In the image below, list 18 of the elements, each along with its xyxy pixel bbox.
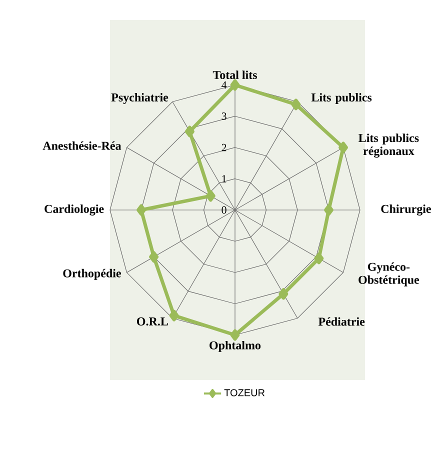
spoke-label: Pédiatrie bbox=[318, 317, 365, 326]
spoke-label: Ophtalmo bbox=[210, 340, 261, 352]
spoke-label: Cardiologie bbox=[44, 204, 104, 216]
legend-label: TOZEUR bbox=[224, 389, 265, 396]
spoke-label: O.R.L bbox=[137, 317, 168, 326]
spoke-label: Chirurgie bbox=[381, 204, 431, 216]
spoke-label: Gynéco-Obstétrique bbox=[358, 262, 420, 286]
spoke-label: Total lits bbox=[212, 70, 257, 80]
y-tick-label: 2 bbox=[222, 144, 226, 152]
y-tick-label: 3 bbox=[222, 112, 226, 120]
spoke-label: Orthopédie bbox=[63, 268, 121, 280]
spoke-label: Psychiatrie bbox=[111, 93, 168, 104]
spoke-label: Anesthésie-Réa bbox=[42, 141, 122, 150]
spoke-label: Lits publics régionaux bbox=[358, 134, 419, 158]
y-tick-label: 0 bbox=[222, 206, 226, 214]
spoke-label: Lits publics bbox=[311, 93, 372, 104]
y-tick-label: 4 bbox=[222, 81, 227, 89]
y-tick-label: 1 bbox=[222, 175, 226, 182]
